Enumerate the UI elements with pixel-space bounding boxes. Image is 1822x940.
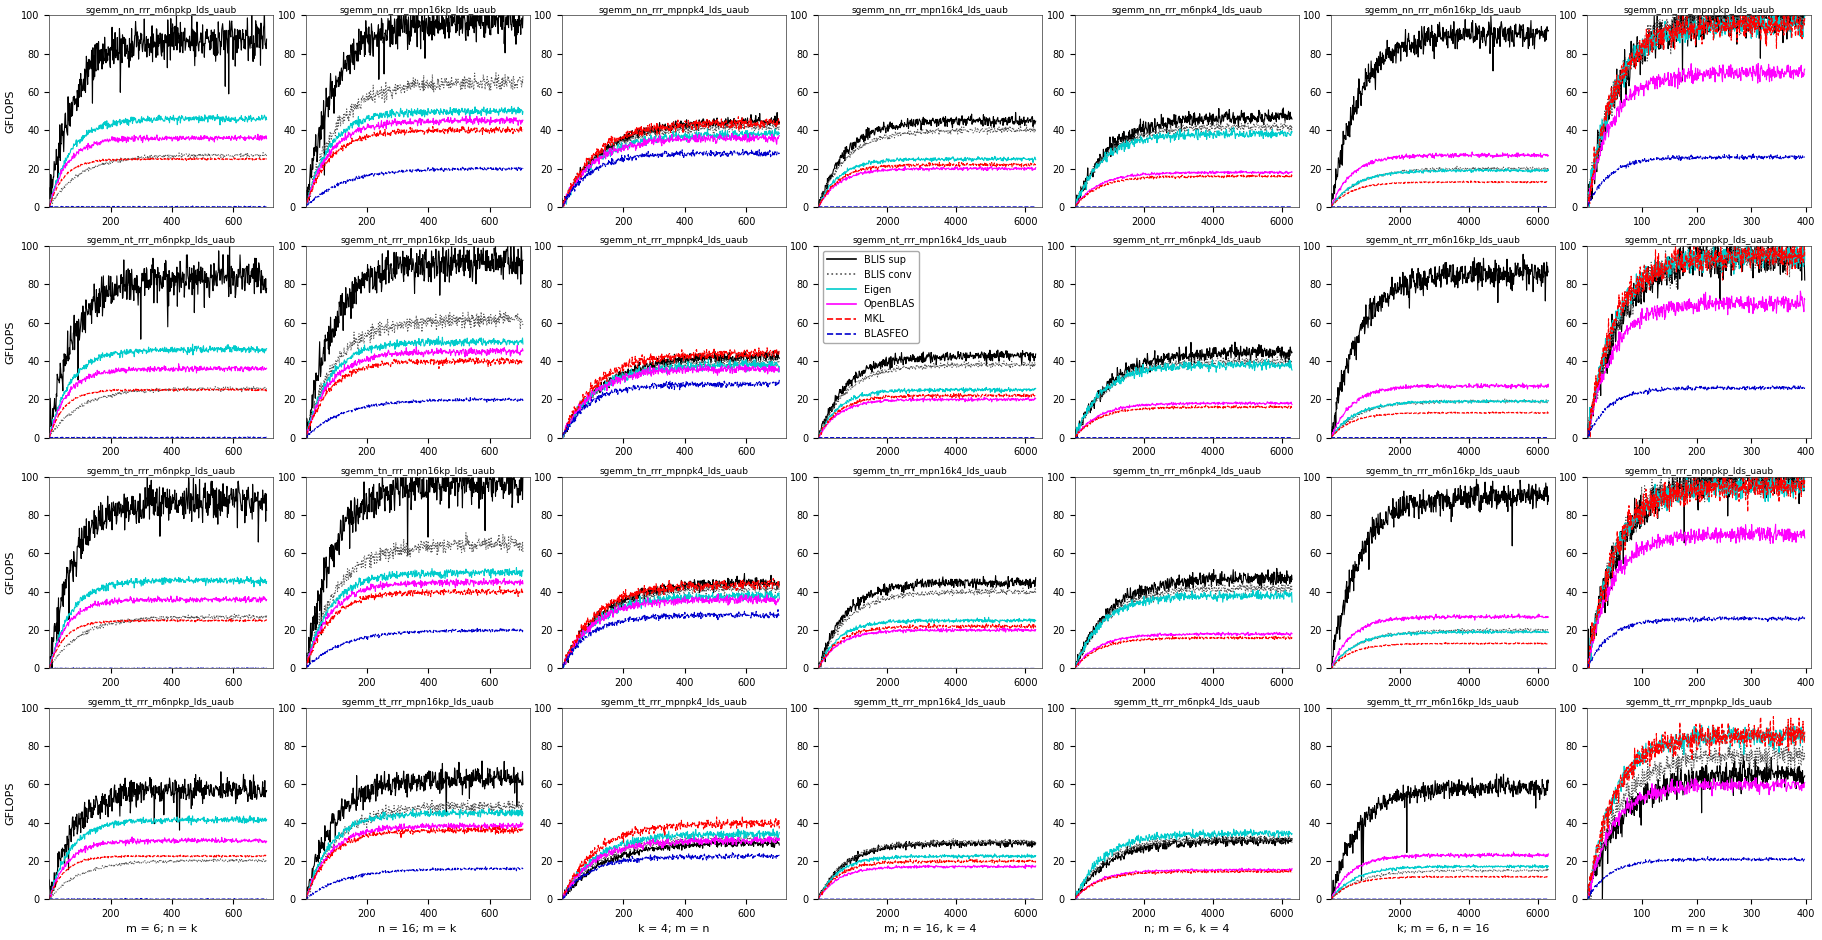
- Y-axis label: GFLOPS: GFLOPS: [5, 551, 16, 594]
- Title: sgemm_nt_rrr_m6npk4_lds_uaub: sgemm_nt_rrr_m6npk4_lds_uaub: [1111, 236, 1261, 245]
- Title: sgemm_tt_rrr_m6npkp_lds_uaub: sgemm_tt_rrr_m6npkp_lds_uaub: [87, 697, 235, 707]
- X-axis label: n; m = 6, k = 4: n; m = 6, k = 4: [1144, 924, 1230, 934]
- Title: sgemm_tn_rrr_mpn16kp_lds_uaub: sgemm_tn_rrr_mpn16kp_lds_uaub: [341, 467, 496, 476]
- X-axis label: k = 4; m = n: k = 4; m = n: [638, 924, 711, 934]
- Title: sgemm_tt_rrr_mpn16k4_lds_uaub: sgemm_tt_rrr_mpn16k4_lds_uaub: [855, 697, 1006, 707]
- X-axis label: m; n = 16, k = 4: m; n = 16, k = 4: [884, 924, 977, 934]
- X-axis label: n = 16; m = k: n = 16; m = k: [379, 924, 457, 934]
- Y-axis label: GFLOPS: GFLOPS: [5, 782, 16, 825]
- Title: sgemm_tn_rrr_mpnpk4_lds_uaub: sgemm_tn_rrr_mpnpk4_lds_uaub: [599, 467, 749, 476]
- Y-axis label: GFLOPS: GFLOPS: [5, 89, 16, 133]
- Title: sgemm_nn_rrr_mpnpk4_lds_uaub: sgemm_nn_rrr_mpnpk4_lds_uaub: [598, 6, 749, 14]
- Title: sgemm_nt_rrr_m6npkp_lds_uaub: sgemm_nt_rrr_m6npkp_lds_uaub: [87, 236, 235, 245]
- X-axis label: k; m = 6, n = 16: k; m = 6, n = 16: [1397, 924, 1489, 934]
- Title: sgemm_nn_rrr_mpnpkp_lds_uaub: sgemm_nn_rrr_mpnpkp_lds_uaub: [1623, 6, 1775, 14]
- Title: sgemm_tn_rrr_m6npkp_lds_uaub: sgemm_tn_rrr_m6npkp_lds_uaub: [87, 467, 235, 476]
- Title: sgemm_tt_rrr_mpn16kp_lds_uaub: sgemm_tt_rrr_mpn16kp_lds_uaub: [341, 697, 494, 707]
- Title: sgemm_nt_rrr_mpnpkp_lds_uaub: sgemm_nt_rrr_mpnpkp_lds_uaub: [1625, 236, 1775, 245]
- Legend: BLIS sup, BLIS conv, Eigen, OpenBLAS, MKL, BLASFEO: BLIS sup, BLIS conv, Eigen, OpenBLAS, MK…: [824, 251, 920, 343]
- Title: sgemm_nn_rrr_mpn16kp_lds_uaub: sgemm_nn_rrr_mpn16kp_lds_uaub: [339, 6, 496, 14]
- Title: sgemm_nt_rrr_m6n16kp_lds_uaub: sgemm_nt_rrr_m6n16kp_lds_uaub: [1366, 236, 1521, 245]
- Title: sgemm_nn_rrr_m6n16kp_lds_uaub: sgemm_nn_rrr_m6n16kp_lds_uaub: [1365, 6, 1521, 14]
- Title: sgemm_tn_rrr_m6n16kp_lds_uaub: sgemm_tn_rrr_m6n16kp_lds_uaub: [1366, 467, 1521, 476]
- Title: sgemm_tt_rrr_m6npk4_lds_uaub: sgemm_tt_rrr_m6npk4_lds_uaub: [1113, 697, 1261, 707]
- Title: sgemm_tt_rrr_mpnpkp_lds_uaub: sgemm_tt_rrr_mpnpkp_lds_uaub: [1625, 697, 1773, 707]
- X-axis label: m = 6; n = k: m = 6; n = k: [126, 924, 197, 934]
- X-axis label: m = n = k: m = n = k: [1671, 924, 1727, 934]
- Title: sgemm_tt_rrr_mpnpk4_lds_uaub: sgemm_tt_rrr_mpnpk4_lds_uaub: [601, 697, 747, 707]
- Title: sgemm_nt_rrr_mpn16kp_lds_uaub: sgemm_nt_rrr_mpn16kp_lds_uaub: [341, 236, 496, 245]
- Title: sgemm_nn_rrr_mpn16k4_lds_uaub: sgemm_nn_rrr_mpn16k4_lds_uaub: [853, 6, 1009, 14]
- Title: sgemm_nn_rrr_m6npk4_lds_uaub: sgemm_nn_rrr_m6npk4_lds_uaub: [1111, 6, 1263, 14]
- Title: sgemm_tn_rrr_m6npk4_lds_uaub: sgemm_tn_rrr_m6npk4_lds_uaub: [1111, 467, 1261, 476]
- Y-axis label: GFLOPS: GFLOPS: [5, 321, 16, 364]
- Title: sgemm_nn_rrr_m6npkp_lds_uaub: sgemm_nn_rrr_m6npkp_lds_uaub: [86, 6, 237, 14]
- Title: sgemm_nt_rrr_mpnpk4_lds_uaub: sgemm_nt_rrr_mpnpk4_lds_uaub: [599, 236, 749, 245]
- Title: sgemm_tn_rrr_mpn16k4_lds_uaub: sgemm_tn_rrr_mpn16k4_lds_uaub: [853, 467, 1008, 476]
- Title: sgemm_tn_rrr_mpnpkp_lds_uaub: sgemm_tn_rrr_mpnpkp_lds_uaub: [1625, 467, 1775, 476]
- Title: sgemm_tt_rrr_m6n16kp_lds_uaub: sgemm_tt_rrr_m6n16kp_lds_uaub: [1366, 697, 1520, 707]
- Title: sgemm_nt_rrr_mpn16k4_lds_uaub: sgemm_nt_rrr_mpn16k4_lds_uaub: [853, 236, 1008, 245]
